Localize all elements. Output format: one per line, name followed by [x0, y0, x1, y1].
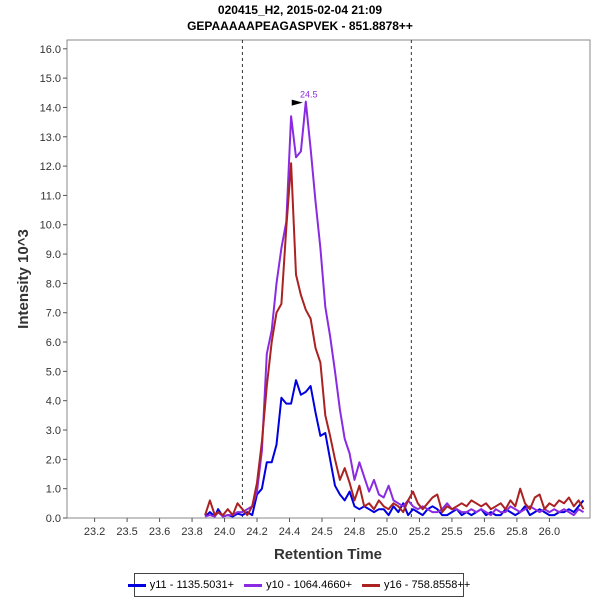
y-tick-label: 15.0	[40, 73, 61, 85]
series-layer	[204, 100, 585, 518]
x-tick-label: 25.0	[376, 526, 397, 538]
x-tick-label: 24.2	[246, 526, 267, 538]
x-tick-label: 24.8	[344, 526, 365, 538]
legend-swatch-y16	[362, 583, 380, 587]
chart-subtitle: GEPAAAAAPEAGASPVEK - 851.8878++	[187, 19, 413, 33]
y-tick-label: 14.0	[40, 102, 61, 114]
y-tick-label: 4.0	[46, 396, 61, 408]
y-tick-label: 10.0	[40, 220, 61, 232]
y-tick-label: 7.0	[46, 308, 61, 320]
y-tick-label: 11.0	[40, 190, 61, 202]
plot-area	[66, 39, 591, 519]
x-axis-title: Retention Time	[274, 546, 382, 563]
legend-item-y16: y16 - 758.8558++	[362, 579, 470, 591]
y-tick-label: 16.0	[40, 44, 61, 56]
y-axis-title: Intensity 10^3	[15, 229, 32, 329]
x-axis: 23.2 23.5 23.6 23.8 24.0 24.2 24.4 24.5 24.8 25.0…	[84, 518, 560, 538]
y-tick-label: 1.0	[46, 484, 61, 496]
x-tick-label: 24.4	[279, 526, 300, 538]
peak-arrow-icon	[291, 99, 303, 106]
peak-annotation: 24.5	[291, 90, 318, 106]
x-tick-label: 24.5	[311, 526, 332, 538]
y-tick-label: 12.0	[40, 161, 61, 173]
legend-swatch-y10	[244, 583, 263, 587]
x-tick-label: 25.2	[409, 526, 430, 538]
peak-label: 24.5	[300, 90, 318, 100]
y-tick-label: 2.0	[46, 454, 61, 466]
x-tick-label: 25.6	[474, 526, 495, 538]
legend-label-y11: y11 - 1135.5031+	[149, 579, 235, 591]
series-line-1	[204, 100, 585, 518]
legend-swatch-y11	[127, 583, 146, 587]
legend: y11 - 1135.5031+ y10 - 1064.4660+ y16 - …	[127, 573, 470, 597]
x-tick-label: 24.0	[214, 526, 235, 538]
chart-title: 020415_H2, 2015-02-04 21:09	[218, 3, 382, 17]
y-tick-label: 6.0	[46, 337, 61, 349]
legend-label-y10: y10 - 1064.4660+	[266, 579, 352, 591]
series-line-2	[204, 162, 585, 517]
x-tick-label: 25.5	[441, 526, 462, 538]
y-tick-label: 9.0	[46, 249, 61, 261]
y-tick-label: 13.0	[40, 132, 61, 144]
x-tick-label: 23.2	[84, 526, 105, 538]
legend-item-y10: y10 - 1064.4660+	[244, 579, 352, 591]
legend-label-y16: y16 - 758.8558++	[384, 579, 471, 591]
y-tick-label: 8.0	[46, 278, 61, 290]
legend-item-y11: y11 - 1135.5031+	[127, 579, 235, 591]
y-tick-label: 5.0	[46, 366, 61, 378]
x-tick-label: 25.8	[506, 526, 527, 538]
y-axis: 0.0 1.0 2.0 3.0 4.0 5.0 6.0 7.0 8.0 9.0 10.0 11.0 12…	[40, 44, 67, 525]
x-tick-label: 23.5	[116, 526, 137, 538]
y-tick-label: 3.0	[46, 425, 61, 437]
integration-bounds	[241, 40, 412, 518]
x-tick-label: 26.0	[539, 526, 560, 538]
x-tick-label: 23.6	[149, 526, 170, 538]
y-tick-label: 0.0	[46, 513, 61, 525]
x-tick-label: 23.8	[181, 526, 202, 538]
